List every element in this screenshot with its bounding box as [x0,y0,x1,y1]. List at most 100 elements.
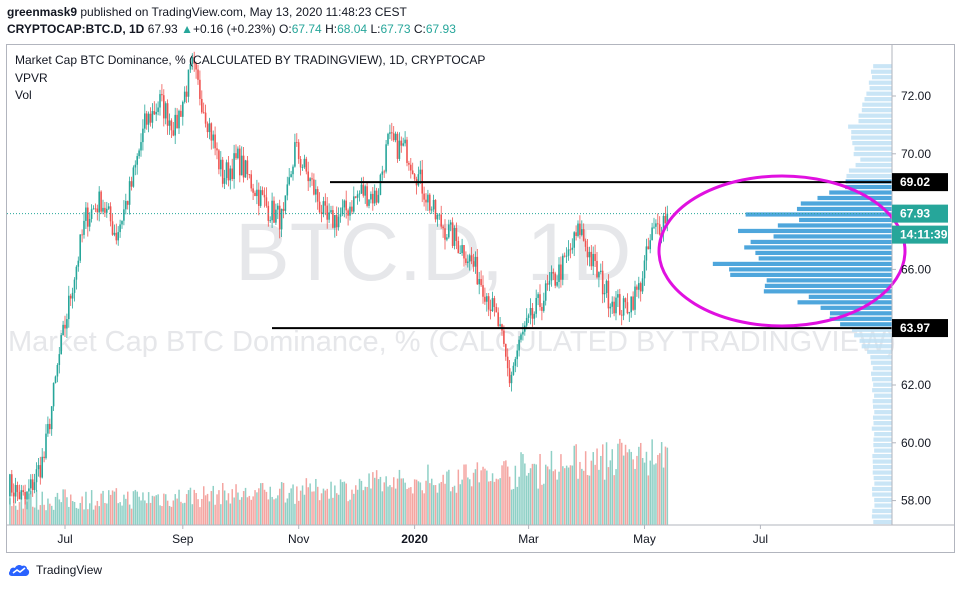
volume-bar [465,464,467,525]
candle-body [506,356,509,369]
volume-bar [242,491,245,525]
watermark-description: Market Cap BTC Dominance, % (CALCULATED … [8,326,896,358]
candle-body [189,63,192,70]
candle-body [178,110,180,129]
volume-bar [189,487,192,525]
volume-bar [138,496,140,525]
volume-bar [520,452,522,525]
vpvr-row [729,267,892,272]
candle-body [265,197,268,206]
candle-body [463,245,465,259]
volume-bar [282,482,285,525]
volume-bar [512,488,515,525]
candle-body [318,201,321,213]
volume-bar [387,486,389,525]
candle-body [533,313,536,319]
vpvr-row [872,453,892,459]
volume-bar [353,493,355,525]
candle-body [41,456,43,478]
volume-bar [100,493,102,525]
volume-bar [146,503,148,525]
level-price-label-bg [892,319,948,338]
volume-bar [26,501,28,525]
volume-bar [442,474,444,525]
candle-body [60,335,62,355]
volume-bar [136,491,138,525]
candle-body [345,200,347,211]
candle-body [581,229,583,235]
candle-body [565,255,568,257]
vpvr-row [777,223,892,228]
candle-body [77,260,80,267]
volume-bar [347,501,349,525]
volume-bar [267,499,270,525]
volume-bar [203,486,205,525]
volume-bar [413,479,416,525]
candle-body [109,206,112,222]
volume-bar [62,489,64,525]
chart-frame[interactable] [6,44,955,553]
candle-body [391,132,393,134]
symbol-title[interactable]: CRYPTOCAP:BTC.D, 1D [7,22,145,36]
volume-bar [543,483,545,525]
volume-bar [394,488,397,525]
candle-body [134,164,137,168]
vpvr-row [870,355,892,360]
volume-bar [294,503,296,525]
vpvr-row [873,519,892,525]
volume-bar [444,483,446,525]
candle-body [206,123,209,133]
series-legend-title[interactable]: Market Cap BTC Dominance, % (CALCULATED … [15,53,486,67]
candle-body [446,237,448,240]
horizontal-levels[interactable] [272,181,892,330]
vpvr-row [874,448,892,453]
candle-body [96,208,99,213]
annotation-ellipse[interactable] [657,174,907,328]
vpvr-row [858,113,892,118]
vpvr-row [854,146,892,151]
vpvr-row [873,382,892,387]
volume-bar [531,463,534,525]
candle-body [83,220,85,235]
volume-bar [552,471,555,525]
volume-bar [459,484,461,525]
volume-bar [417,481,420,525]
volume-bar [594,464,596,525]
author-name[interactable]: greenmask9 [7,5,78,19]
footer-brand[interactable]: TradingView [8,563,102,577]
volume-bar [558,471,560,525]
candle-body [231,168,233,180]
candle-body [254,192,256,197]
vpvr-row [868,80,892,85]
candle-body [582,229,585,241]
volume-bar [288,492,290,525]
volume-bar [261,482,264,525]
volume-bar [318,500,321,525]
volume-bar [546,466,549,525]
candle-body [358,193,361,195]
indicator-legend-vpvr[interactable]: VPVR [15,71,48,85]
volume-bar [588,475,591,525]
volume-bar [571,465,574,525]
candle-body [379,174,382,195]
candle-body [104,207,106,213]
volume-bar [210,491,213,525]
vpvr-row [851,135,892,140]
volume-bar [30,490,32,525]
candle-body [499,324,501,326]
volume-bar [569,465,572,525]
volume-bar [279,488,281,525]
volume-bar [564,468,566,525]
volume-bar [313,491,315,525]
indicator-legend-vol[interactable]: Vol [15,88,32,102]
volume-bar [368,473,370,525]
time-axis[interactable]: Jul Sep Nov 2020 Mar May Jul [57,525,768,546]
volume-bar [638,446,640,525]
candle-body [212,134,214,141]
candle-body [370,193,372,200]
vpvr-row [845,184,892,190]
volume-bar [507,466,509,525]
vpvr-row [848,168,892,173]
